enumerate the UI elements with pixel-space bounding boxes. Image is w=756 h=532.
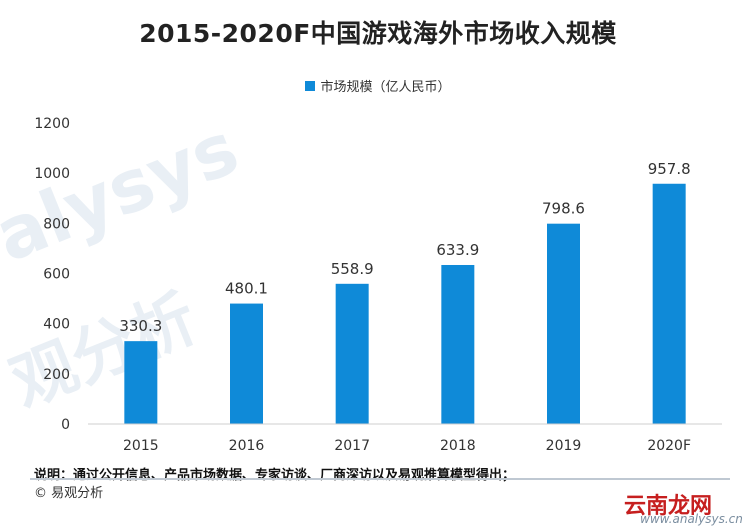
x-tick-label: 2019: [546, 438, 582, 454]
y-tick-label: 800: [43, 216, 70, 232]
y-tick-label: 0: [61, 417, 70, 433]
methodology-note: 说明：通过公开信息、产品市场数据、专家访谈、厂商深访以及易观推算模型得出；: [34, 468, 516, 483]
bar: [652, 183, 686, 424]
chart-title: 2015-2020F中国游戏海外市场收入规模: [139, 19, 617, 48]
bar-value-label: 330.3: [119, 317, 162, 335]
legend: 市场规模（亿人民币）: [0, 76, 756, 95]
x-tick-label: 2017: [334, 438, 370, 454]
bar-value-label: 957.8: [648, 160, 691, 178]
site-url: www.analysys.cn: [640, 512, 743, 526]
bar-value-label: 558.9: [331, 260, 374, 278]
bar: [547, 223, 580, 424]
y-tick-label: 600: [43, 267, 70, 283]
legend-swatch: [305, 80, 316, 91]
y-tick-label: 200: [43, 367, 70, 383]
x-tick-label: 2015: [123, 438, 159, 454]
bar: [441, 264, 475, 424]
x-tick-label: 2020F: [647, 438, 691, 454]
bar: [230, 303, 263, 424]
legend-label: 市场规模（亿人民币）: [320, 80, 451, 95]
x-tick-label: 2016: [229, 438, 265, 454]
footer-divider: [30, 478, 730, 480]
bar: [124, 341, 158, 424]
y-tick-label: 1000: [34, 166, 70, 182]
bar: [335, 283, 369, 424]
bar-value-label: 633.9: [436, 241, 479, 259]
y-tick-label: 400: [43, 317, 70, 333]
y-tick-label: 1200: [34, 116, 70, 132]
x-tick-label: 2018: [440, 438, 476, 454]
site-stamp: 云南龙网: [624, 494, 713, 519]
bar-value-label: 480.1: [225, 280, 268, 298]
source-credit: © 易观分析: [34, 486, 104, 501]
bar-value-label: 798.6: [542, 200, 585, 218]
